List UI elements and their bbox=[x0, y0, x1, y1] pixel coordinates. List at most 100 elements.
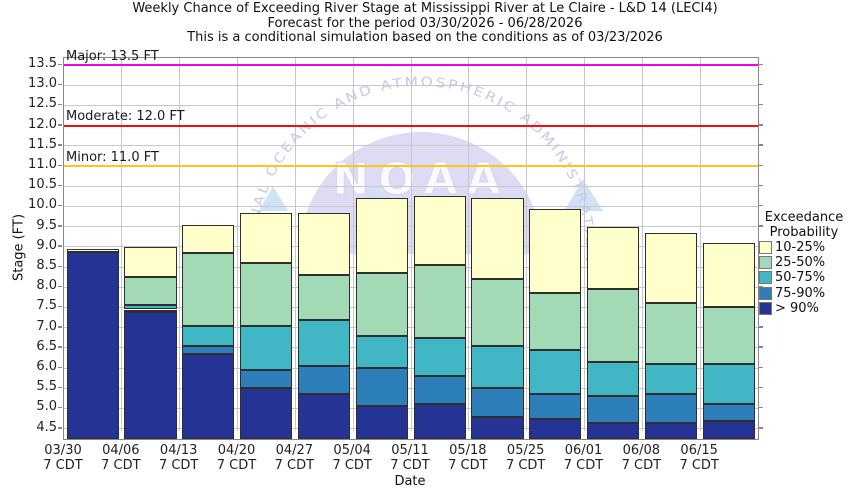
x-gridline bbox=[526, 58, 528, 439]
threshold-label-major: Major: 13.5 FT bbox=[66, 48, 159, 64]
bar-segment-90 bbox=[297, 394, 351, 439]
y-tick-mark-right bbox=[759, 144, 763, 146]
x-tick-label: 04/13 7 CDT bbox=[148, 443, 210, 473]
threshold-line-moderate bbox=[64, 124, 758, 127]
bar-segment-90 bbox=[471, 416, 524, 439]
y-tick-mark-left bbox=[58, 204, 62, 207]
x-gridline bbox=[641, 58, 643, 439]
x-tick-date: 06/15 bbox=[680, 443, 718, 458]
y-tick-mark-right bbox=[759, 124, 763, 126]
y-tick-mark-right bbox=[759, 164, 763, 167]
bar-segment-90 bbox=[529, 418, 582, 439]
x-gridline bbox=[294, 58, 296, 439]
y-tick-mark-left bbox=[58, 245, 62, 247]
bar-segment-2550 bbox=[124, 277, 177, 306]
bar-segment-5075 bbox=[471, 345, 524, 389]
bar-segment-1025 bbox=[124, 246, 177, 278]
bar-segment-90 bbox=[644, 422, 698, 439]
x-tick-label: 04/27 7 CDT bbox=[263, 443, 325, 473]
legend-item: 25-50% bbox=[759, 255, 849, 270]
bar-segment-2550 bbox=[240, 263, 293, 326]
y-tick-mark-right bbox=[759, 83, 763, 86]
bar-segment-2550 bbox=[702, 307, 755, 365]
y-tick-mark-left bbox=[58, 124, 62, 126]
y-tick-label: 8.5 bbox=[36, 258, 57, 274]
chart-title-line3: This is a conditional simulation based o… bbox=[187, 30, 663, 46]
legend-label: > 90% bbox=[775, 300, 819, 316]
y-tick-mark-left bbox=[58, 326, 62, 328]
y-tick-label: 12.5 bbox=[28, 96, 57, 112]
bar-segment-1025 bbox=[587, 226, 640, 290]
bar-segment-7590 bbox=[413, 376, 466, 405]
noaa-wave-right bbox=[564, 179, 603, 211]
y-tick-mark-right bbox=[759, 366, 763, 369]
y-tick-label: 12.0 bbox=[28, 116, 57, 132]
y-tick-mark-left bbox=[58, 83, 62, 86]
legend-swatch bbox=[759, 286, 772, 300]
x-tick-time: 7 CDT bbox=[43, 458, 83, 473]
x-tick-mark-inner bbox=[583, 431, 586, 439]
x-tick-time: 7 CDT bbox=[505, 458, 546, 473]
x-tick-label: 06/01 7 CDT bbox=[553, 443, 615, 473]
x-tick-time: 7 CDT bbox=[679, 458, 719, 473]
x-tick-mark-inner bbox=[467, 431, 470, 439]
y-tick-mark-right bbox=[759, 346, 763, 348]
bar-segment-5075 bbox=[587, 362, 640, 397]
legend-items: 10-25% 25-50% 50-75% 75-90% > 90% bbox=[759, 240, 849, 316]
y-tick-label: 7.5 bbox=[36, 298, 57, 314]
bar-segment-5075 bbox=[644, 364, 698, 395]
x-tick-mark-inner bbox=[525, 431, 528, 439]
bar-segment-7590 bbox=[644, 394, 698, 423]
y-tick-label: 9.0 bbox=[36, 237, 57, 253]
y-tick-mark-left bbox=[58, 406, 62, 409]
bar-segment-5075 bbox=[182, 325, 235, 346]
x-tick-time: 7 CDT bbox=[448, 458, 488, 473]
y-tick-label: 4.5 bbox=[36, 419, 57, 435]
noaa-wave-left bbox=[259, 186, 288, 211]
bar-segment-1025 bbox=[355, 198, 408, 274]
y-tick-label: 9.5 bbox=[36, 217, 57, 233]
x-tick-mark-inner bbox=[236, 431, 239, 439]
y-tick-label: 7.0 bbox=[36, 318, 57, 334]
bar-segment-7590 bbox=[124, 309, 177, 312]
y-tick-mark-left bbox=[58, 285, 62, 288]
x-tick-label: 05/04 7 CDT bbox=[321, 443, 383, 473]
threshold-line-major bbox=[64, 64, 758, 67]
bar-segment-90 bbox=[182, 353, 235, 439]
x-tick-date: 05/18 bbox=[449, 443, 487, 458]
x-tick-time: 7 CDT bbox=[621, 458, 662, 473]
bar-segment-90 bbox=[240, 388, 293, 439]
y-tick-mark-right bbox=[759, 184, 763, 187]
y-tick-mark-left bbox=[58, 144, 62, 146]
x-gridline bbox=[121, 58, 123, 439]
y-tick-mark-left bbox=[58, 427, 62, 429]
legend-item: 10-25% bbox=[759, 240, 849, 255]
legend-title-line2: Probability bbox=[769, 225, 839, 240]
bar-segment-2550 bbox=[297, 275, 351, 320]
threshold-line-minor bbox=[64, 165, 758, 168]
y-tick-label: 5.5 bbox=[36, 379, 57, 395]
y-tick-mark-left bbox=[58, 103, 62, 106]
y-tick-mark-left bbox=[58, 164, 62, 167]
x-tick-time: 7 CDT bbox=[390, 458, 430, 473]
bar-segment-2550 bbox=[355, 273, 408, 336]
y-tick-mark-right bbox=[759, 427, 763, 429]
bar-segment-2550 bbox=[413, 265, 466, 338]
x-tick-date: 06/08 bbox=[622, 443, 661, 458]
y-tick-label: 10.0 bbox=[28, 197, 57, 213]
bar-segment-1025 bbox=[240, 212, 293, 264]
legend-item: 75-90% bbox=[759, 286, 849, 301]
legend-title: Exceedance Probability bbox=[759, 210, 849, 240]
bar-segment-90 bbox=[124, 311, 177, 439]
x-tick-time: 7 CDT bbox=[563, 458, 604, 473]
bar-segment-90 bbox=[355, 406, 408, 439]
bar-segment-1025 bbox=[471, 198, 524, 280]
x-tick-label: 06/15 7 CDT bbox=[668, 443, 730, 473]
x-tick-mark-inner bbox=[120, 431, 123, 439]
legend-title-line1: Exceedance bbox=[764, 210, 844, 225]
x-tick-mark-inner bbox=[178, 431, 181, 439]
x-gridline bbox=[352, 58, 354, 439]
x-tick-label: 04/06 7 CDT bbox=[90, 443, 152, 473]
y-tick-mark-left bbox=[58, 184, 62, 187]
